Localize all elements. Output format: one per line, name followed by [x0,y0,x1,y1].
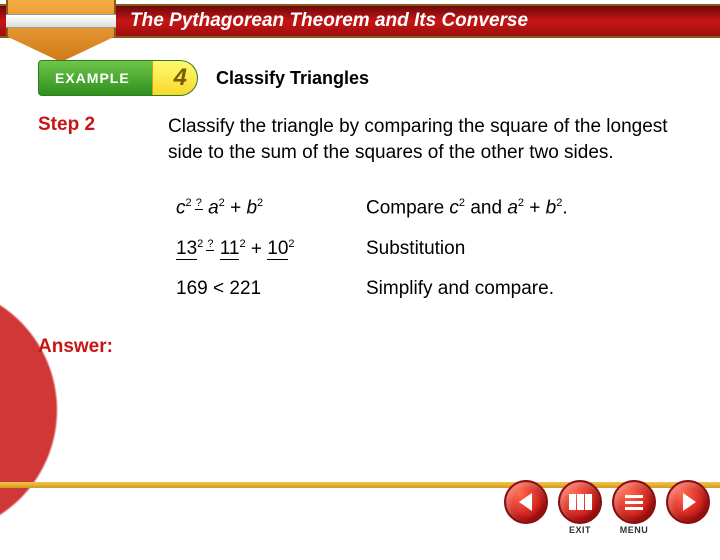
content-area: EXAMPLE 4 Classify Triangles Step 2 Clas… [38,60,690,358]
step-label: Step 2 [38,114,95,135]
nav-bar: EXIT MENU [504,480,710,534]
arrow-left-icon [519,493,532,511]
slide-title: Classify Triangles [216,68,369,89]
nav-back-button[interactable] [504,480,548,524]
nav-next-button[interactable] [666,480,710,524]
math-expr-3: 169 < 221 [176,278,366,300]
footer-decor-curve [0,260,100,560]
math-reason-1: Compare c2 and a2 + b2. [366,197,568,219]
arrow-right-icon [683,493,696,511]
exit-icon [569,494,592,510]
math-block: c2 ? a2 + b2 Compare c2 and a2 + b2. 132… [38,175,690,318]
math-reason-2: Substitution [366,238,465,260]
example-row: EXAMPLE 4 Classify Triangles [38,60,690,96]
logo-shield [6,0,116,62]
nav-menu-button[interactable] [612,480,656,524]
step-row: Step 2 Classify the triangle by comparin… [38,114,690,165]
example-number: 4 [174,64,187,92]
example-label: EXAMPLE [55,70,130,86]
header-title: The Pythagorean Theorem and Its Converse [130,10,528,32]
math-expr-2: 132 ? 112 + 102 [176,238,366,260]
answer-row: Answer: [38,336,690,358]
math-row-2: 132 ? 112 + 102 Substitution [176,238,690,260]
math-row-1: c2 ? a2 + b2 Compare c2 and a2 + b2. [176,197,690,219]
nav-exit-button[interactable] [558,480,602,524]
math-reason-3: Simplify and compare. [366,278,554,300]
math-row-3: 169 < 221 Simplify and compare. [176,278,690,300]
step-text: Classify the triangle by comparing the s… [168,116,668,163]
math-expr-1: c2 ? a2 + b2 [176,197,366,219]
nav-menu-label: MENU [612,525,656,535]
logo-stripe [6,14,116,28]
example-badge: EXAMPLE 4 [38,60,198,96]
menu-icon [625,495,643,510]
nav-exit-label: EXIT [558,525,602,535]
